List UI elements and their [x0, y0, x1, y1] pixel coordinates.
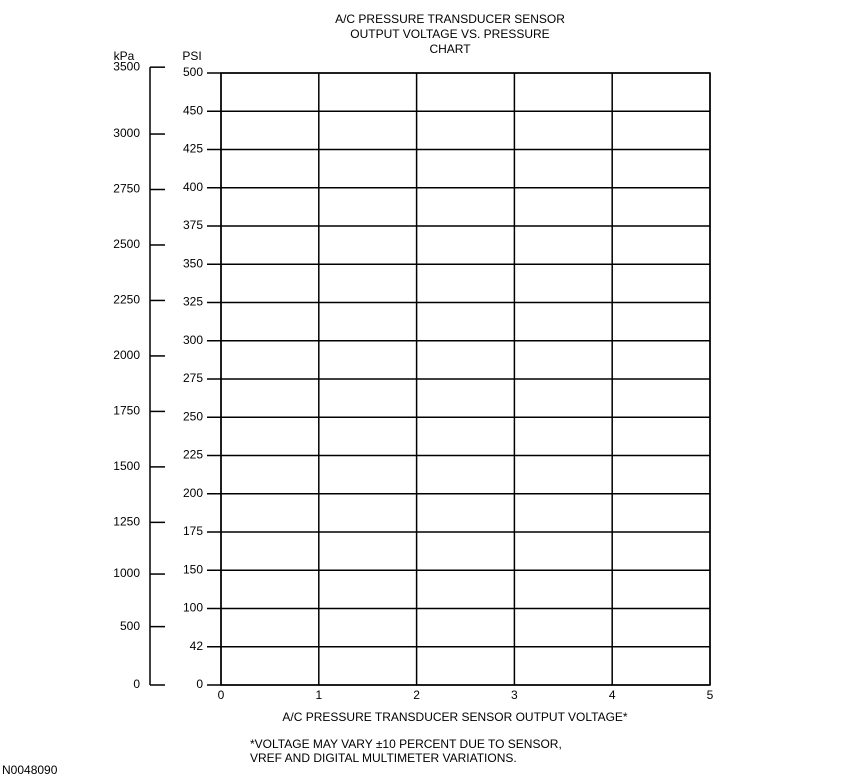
- y2-tick-label: 2000: [113, 348, 140, 362]
- x-tick-label: 0: [218, 688, 225, 702]
- y-tick-label: 450: [183, 103, 203, 117]
- y2-tick-label: 1500: [113, 459, 140, 473]
- footnote: VREF AND DIGITAL MULTIMETER VARIATIONS.: [250, 751, 517, 765]
- y2-tick-label: 3500: [113, 59, 140, 73]
- y-tick-label: 175: [183, 524, 203, 538]
- y2-tick-label: 2500: [113, 237, 140, 251]
- y-tick-label: 42: [190, 639, 204, 653]
- y-axis-label: PSI: [182, 49, 201, 63]
- y-tick-label: 400: [183, 180, 203, 194]
- figure-id: N0048090: [2, 763, 58, 777]
- y2-tick-label: 1250: [113, 515, 140, 529]
- y2-tick-label: 500: [120, 619, 140, 633]
- y2-tick-label: 0: [133, 677, 140, 691]
- y-tick-label: 225: [183, 448, 203, 462]
- y-tick-label: 275: [183, 371, 203, 385]
- x-axis-label: A/C PRESSURE TRANSDUCER SENSOR OUTPUT VO…: [282, 710, 628, 724]
- y2-axis-label: kPa: [114, 49, 135, 63]
- chart-title: CHART: [429, 42, 471, 56]
- y-tick-label: 250: [183, 409, 203, 423]
- y-tick-label: 200: [183, 486, 203, 500]
- y-tick-label: 425: [183, 142, 203, 156]
- x-tick-label: 1: [315, 688, 322, 702]
- y-tick-label: 500: [183, 65, 203, 79]
- chart-title: OUTPUT VOLTAGE VS. PRESSURE: [350, 27, 549, 41]
- x-tick-label: 4: [609, 688, 616, 702]
- chart-title: A/C PRESSURE TRANSDUCER SENSOR: [335, 12, 565, 26]
- y2-tick-label: 1000: [113, 566, 140, 580]
- y-tick-label: 350: [183, 256, 203, 270]
- y2-tick-label: 2750: [113, 182, 140, 196]
- x-tick-label: 3: [511, 688, 518, 702]
- x-tick-label: 5: [707, 688, 714, 702]
- y-tick-label: 100: [183, 601, 203, 615]
- y-tick-label: 375: [183, 218, 203, 232]
- y2-tick-label: 1750: [113, 404, 140, 418]
- footnote: *VOLTAGE MAY VARY ±10 PERCENT DUE TO SEN…: [250, 737, 562, 751]
- y-tick-label: 325: [183, 295, 203, 309]
- x-tick-label: 2: [413, 688, 420, 702]
- y-tick-label: 150: [183, 562, 203, 576]
- y-tick-label: 0: [196, 677, 203, 691]
- y2-tick-label: 3000: [113, 126, 140, 140]
- y-tick-label: 300: [183, 333, 203, 347]
- y2-tick-label: 2250: [113, 293, 140, 307]
